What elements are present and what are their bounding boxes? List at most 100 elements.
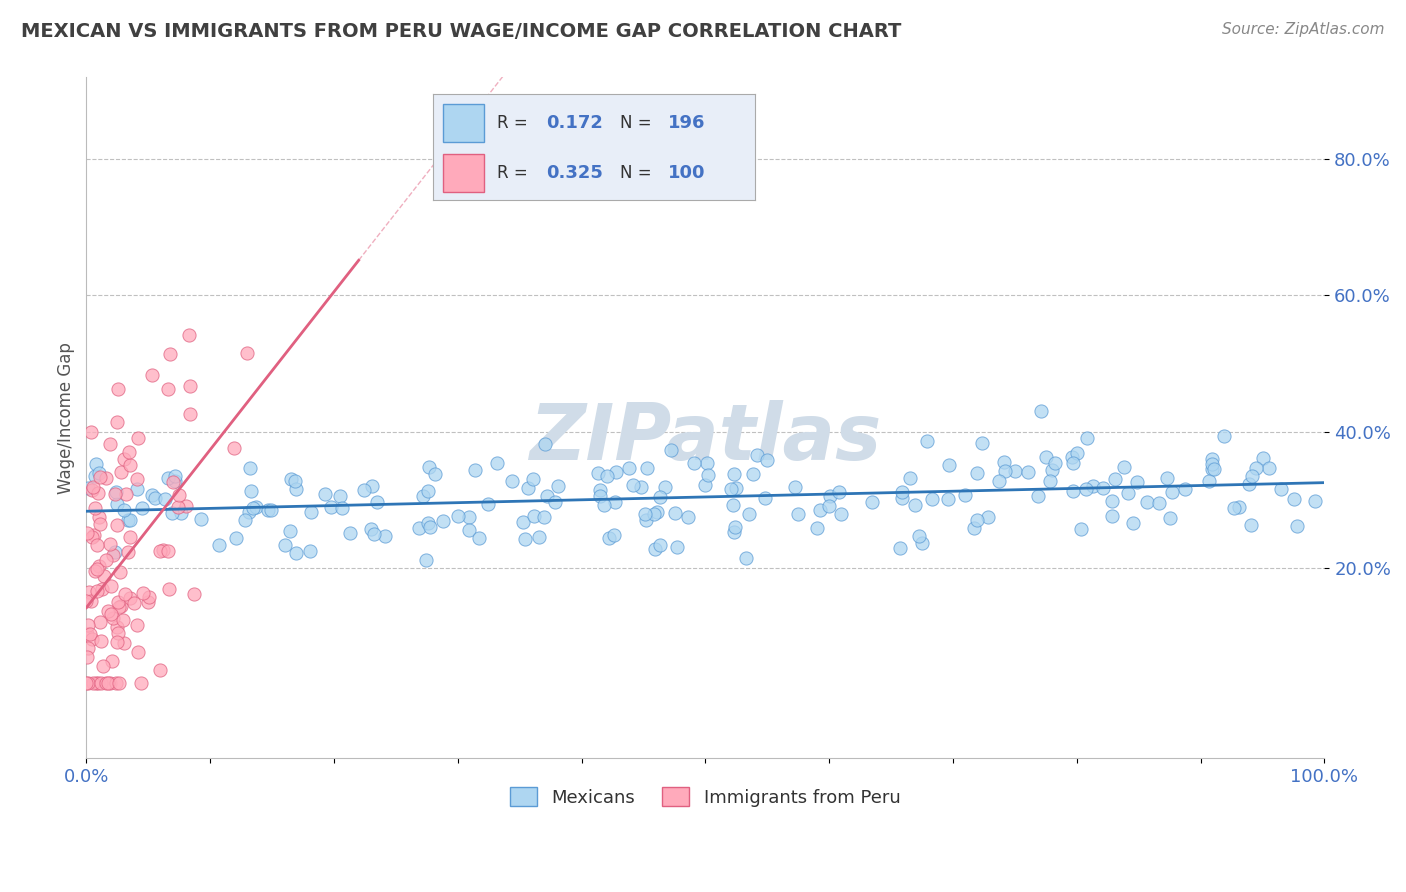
- Point: [898, 471, 921, 485]
- Point: [547, 479, 569, 493]
- Point: [828, 484, 851, 499]
- Point: [1081, 479, 1104, 493]
- Point: [138, 591, 160, 605]
- Point: [125, 472, 148, 486]
- Point: [994, 464, 1017, 478]
- Point: [77, 676, 100, 690]
- Point: [299, 505, 322, 519]
- Point: [280, 472, 302, 486]
- Point: [977, 510, 1000, 524]
- Point: [418, 460, 440, 475]
- Point: [149, 544, 172, 558]
- Point: [676, 509, 699, 524]
- Point: [84, 468, 107, 483]
- Point: [634, 507, 657, 521]
- Point: [603, 528, 626, 542]
- Point: [1147, 496, 1170, 510]
- Point: [915, 434, 938, 448]
- Point: [156, 382, 179, 396]
- Point: [89, 469, 111, 483]
- Point: [90, 634, 112, 648]
- Point: [298, 543, 321, 558]
- Point: [1160, 485, 1182, 500]
- Point: [1222, 501, 1244, 516]
- Point: [1062, 450, 1084, 464]
- Point: [966, 513, 988, 527]
- Legend: Mexicans, Immigrants from Peru: Mexicans, Immigrants from Peru: [503, 780, 908, 814]
- Point: [105, 416, 128, 430]
- Point: [129, 676, 152, 690]
- Point: [90, 582, 112, 596]
- Point: [1101, 509, 1123, 524]
- Point: [87, 486, 110, 500]
- Point: [98, 537, 121, 551]
- Point: [236, 346, 259, 360]
- Point: [90, 676, 112, 690]
- Point: [329, 489, 352, 503]
- Point: [222, 442, 245, 456]
- Point: [1201, 451, 1223, 466]
- Point: [96, 470, 118, 484]
- Point: [1251, 450, 1274, 465]
- Point: [1066, 446, 1088, 460]
- Point: [1212, 429, 1234, 443]
- Point: [76, 626, 98, 640]
- Point: [238, 505, 260, 519]
- Text: MEXICAN VS IMMIGRANTS FROM PERU WAGE/INCOME GAP CORRELATION CHART: MEXICAN VS IMMIGRANTS FROM PERU WAGE/INC…: [21, 22, 901, 41]
- Point: [993, 455, 1015, 469]
- Point: [963, 521, 986, 535]
- Point: [120, 591, 142, 606]
- Point: [1062, 457, 1084, 471]
- Point: [598, 531, 620, 545]
- Point: [723, 524, 745, 539]
- Point: [176, 500, 198, 514]
- Point: [529, 530, 551, 544]
- Point: [108, 676, 131, 690]
- Point: [83, 564, 105, 578]
- Point: [1043, 456, 1066, 470]
- Point: [107, 595, 129, 609]
- Point: [589, 483, 612, 498]
- Point: [77, 481, 100, 495]
- Point: [107, 626, 129, 640]
- Point: [101, 548, 124, 562]
- Point: [77, 640, 100, 655]
- Point: [512, 515, 534, 529]
- Point: [319, 500, 342, 514]
- Point: [423, 467, 446, 482]
- Point: [141, 368, 163, 382]
- Point: [1241, 468, 1264, 483]
- Point: [970, 436, 993, 450]
- Point: [589, 489, 612, 503]
- Point: [1026, 489, 1049, 503]
- Point: [159, 347, 181, 361]
- Point: [818, 489, 841, 503]
- Point: [152, 542, 174, 557]
- Point: [586, 466, 609, 480]
- Point: [363, 527, 385, 541]
- Point: [97, 675, 120, 690]
- Point: [89, 559, 111, 574]
- Point: [79, 584, 101, 599]
- Point: [787, 507, 810, 521]
- Point: [179, 407, 201, 421]
- Point: [1240, 518, 1263, 533]
- Point: [648, 538, 671, 552]
- Point: [91, 659, 114, 673]
- Point: [225, 531, 247, 545]
- Point: [1201, 462, 1223, 476]
- Point: [127, 431, 149, 445]
- Point: [643, 507, 665, 521]
- Point: [170, 506, 193, 520]
- Point: [412, 489, 434, 503]
- Point: [86, 538, 108, 552]
- Point: [87, 510, 110, 524]
- Point: [112, 452, 135, 467]
- Point: [80, 530, 103, 544]
- Point: [1237, 476, 1260, 491]
- Point: [101, 654, 124, 668]
- Point: [108, 565, 131, 579]
- Point: [94, 552, 117, 566]
- Point: [245, 500, 267, 515]
- Point: [82, 483, 104, 497]
